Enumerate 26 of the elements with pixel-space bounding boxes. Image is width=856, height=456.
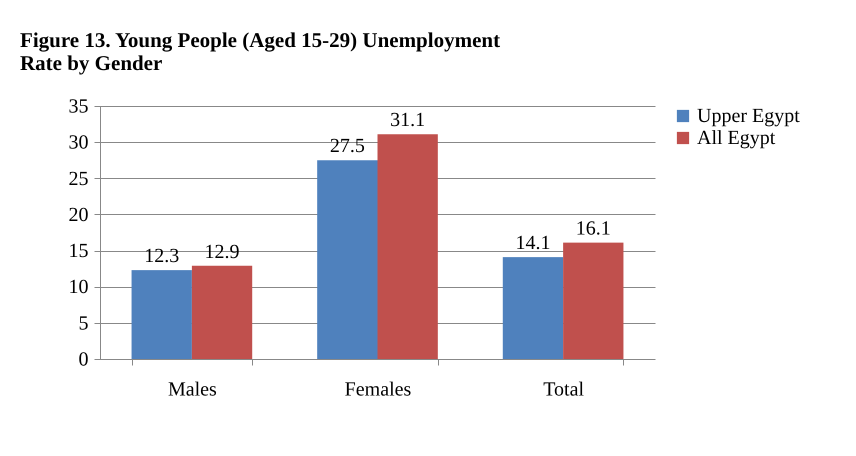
legend-label: All Egypt — [697, 127, 776, 149]
x-tick-label: Males — [168, 378, 218, 400]
y-tick-label: 5 — [78, 312, 88, 334]
bar — [192, 266, 252, 359]
data-label: 27.5 — [330, 135, 365, 158]
data-label: 12.3 — [144, 245, 180, 268]
y-tick-label: 0 — [78, 348, 88, 370]
legend-label: Upper Egypt — [697, 105, 800, 127]
y-tick-label: 20 — [68, 204, 88, 226]
data-label: 12.9 — [204, 240, 240, 263]
x-tick-label: Total — [543, 378, 584, 400]
x-tick-label: Females — [344, 378, 412, 400]
data-label: 31.1 — [390, 109, 426, 132]
bar — [563, 242, 624, 359]
y-tick-label: 10 — [68, 276, 88, 298]
chart-title: Figure 13. Young People (Aged 15-29) Unemployment Rate by Gender — [20, 28, 500, 75]
y-tick-label: 25 — [68, 168, 88, 190]
y-tick-label: 30 — [68, 132, 88, 154]
y-tick-label: 15 — [68, 240, 88, 262]
bar — [502, 257, 564, 359]
bar — [378, 134, 438, 359]
bar — [132, 270, 192, 359]
y-tick-label: 35 — [68, 96, 88, 118]
data-label: 16.1 — [576, 218, 611, 240]
data-label: 14.1 — [515, 232, 550, 254]
bar — [317, 160, 378, 359]
